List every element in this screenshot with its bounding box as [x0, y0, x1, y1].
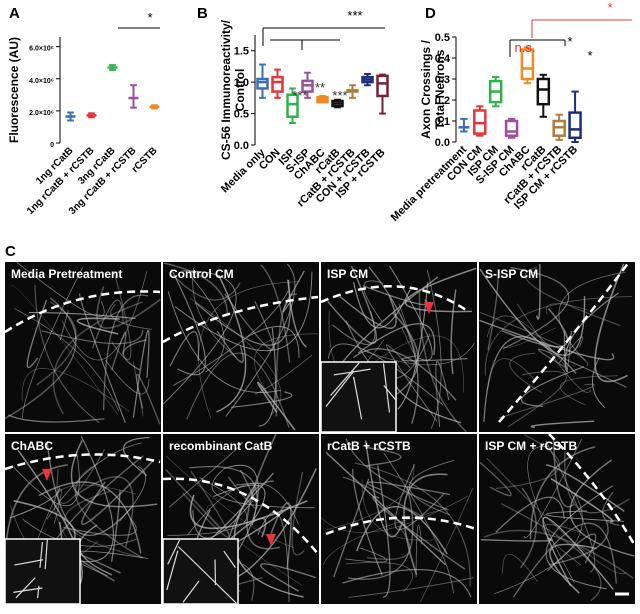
significance-label: *** [332, 88, 347, 103]
y-tick-label: 0.0 [435, 137, 450, 149]
significance-label: * [147, 10, 152, 25]
image-background [5, 262, 161, 432]
significance-label: *** [292, 88, 307, 103]
y-axis-label: Axon Crossings / [419, 39, 433, 138]
micrograph: ISP CM + rCSTB [479, 434, 635, 604]
panel-letter: B [197, 5, 208, 22]
image-label: ISP CM [327, 267, 368, 281]
y-axis-label: CS-56 Immunoreactivity/ [219, 19, 233, 160]
inset [5, 539, 80, 604]
micrograph: ChABC [5, 434, 161, 604]
x-tick-label: Media pretreatment [389, 143, 469, 223]
y-tick-label: 2.0×10⁶ [29, 110, 54, 117]
panel-letter: D [425, 5, 436, 22]
box [378, 76, 388, 96]
significance-label: n.s. [515, 40, 536, 55]
y-tick-label: 6.0×10⁶ [29, 46, 54, 53]
significance-label: * [567, 34, 572, 49]
box [273, 77, 283, 91]
significance-label: * [607, 0, 612, 15]
panel-letter: A [9, 5, 20, 22]
y-tick-label: 0.0 [234, 140, 249, 152]
y-tick-label: 0 [50, 142, 54, 149]
box [538, 79, 549, 104]
box [506, 121, 517, 136]
y-axis-label: Fluorescence (AU) [7, 37, 21, 143]
image-label: Control CM [169, 267, 234, 281]
y-axis-label: Total Neurons [433, 49, 447, 129]
micrograph: Control CM [163, 262, 319, 432]
box [258, 79, 268, 88]
image-label: ChABC [11, 439, 53, 453]
y-tick-label: 0.5 [435, 32, 450, 44]
image-label: ISP CM + rCSTB [485, 439, 577, 453]
image-label: S-ISP CM [485, 267, 538, 281]
y-tick-label: 4.0×10⁶ [29, 78, 54, 85]
micrograph: rCatB + rCSTB [321, 434, 477, 604]
significance-label: ** [315, 80, 325, 95]
y-axis-label: Control [233, 69, 247, 112]
y-tick-label: 1.5 [234, 46, 249, 58]
box [570, 113, 581, 138]
micrograph: recombinant CatB [163, 434, 319, 604]
panel-letter: C [5, 243, 16, 260]
image-label: recombinant CatB [169, 439, 273, 453]
significance-label: *** [347, 8, 362, 23]
micrograph: ISP CM [321, 262, 477, 432]
image-label: Media Pretreatment [11, 267, 122, 281]
micrograph: Media Pretreatment [5, 262, 161, 432]
image-label: rCatB + rCSTB [327, 439, 411, 453]
micrograph: S-ISP CM [479, 262, 635, 432]
significance-label: * [587, 48, 592, 63]
